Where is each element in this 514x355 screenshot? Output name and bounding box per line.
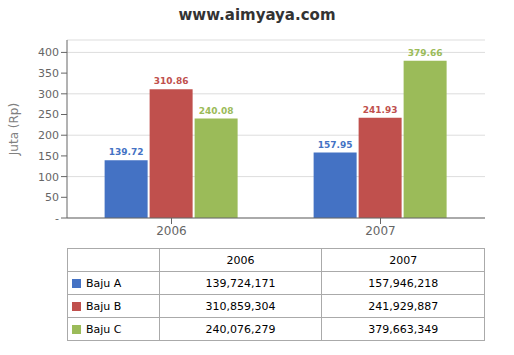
html-text:157,946,218: 157,946,218 [368,276,439,290]
svg-text:350: 350 [38,67,59,80]
html-text:www.aimyaya.com: www.aimyaya.com [178,6,336,24]
html-text:Baju B: Baju B [86,299,122,313]
html-text:379,663,349: 379,663,349 [368,322,439,336]
html-text:2006: 2006 [226,253,255,267]
svg-text:-: - [55,212,59,225]
svg-text:50: 50 [45,191,59,204]
html-text:2007: 2007 [389,253,418,267]
svg-text:139.72: 139.72 [109,147,144,157]
html-text:Baju C: Baju C [86,322,122,336]
svg-text:150: 150 [38,150,59,163]
svg-text:250: 250 [38,108,59,121]
svg-text:157.95: 157.95 [318,140,353,150]
svg-text:100: 100 [38,171,59,184]
svg-text:Juta (Rp): Juta (Rp) [8,103,21,156]
svg-text:240.08: 240.08 [199,106,234,116]
html-text:240,076,279: 240,076,279 [205,322,276,336]
html-text:139,724,171: 139,724,171 [205,276,276,290]
svg-text:2006: 2006 [156,224,187,238]
svg-text:400: 400 [38,46,59,59]
html-text:310,859,304: 310,859,304 [205,299,276,313]
svg-text:241.93: 241.93 [363,105,398,115]
svg-text:2007: 2007 [365,224,396,238]
html-text:241,929,887: 241,929,887 [368,299,439,313]
svg-text:300: 300 [38,88,59,101]
html-text:Baju A: Baju A [86,276,122,290]
svg-text:379.66: 379.66 [408,48,443,58]
svg-text:310.86: 310.86 [154,76,189,86]
svg-text:200: 200 [38,129,59,142]
